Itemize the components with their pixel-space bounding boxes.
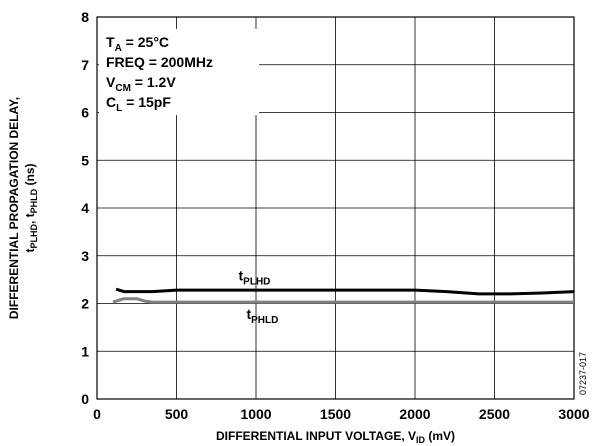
x-axis-title-unit: (mV): [425, 429, 455, 443]
x-tick-label: 0: [93, 406, 101, 422]
series-line-t-phld: [112, 297, 574, 304]
condition-main: C: [106, 94, 116, 110]
figure-id: 07237-017: [578, 352, 588, 395]
y-tick-label: 3: [81, 248, 89, 264]
x-tick-label: 500: [165, 406, 189, 422]
y-tick-label: 8: [81, 9, 89, 25]
y-tick-label: 4: [81, 200, 89, 216]
condition-sub: A: [115, 43, 122, 54]
x-tick-label: 3000: [558, 406, 589, 422]
y-tick-label: 6: [81, 105, 89, 121]
x-tick-label: 2500: [479, 406, 510, 422]
y-axis-title-line1: DIFFERENTIAL PROPAGATION DELAY,: [7, 97, 21, 319]
condition-line: CL = 15pF: [106, 94, 171, 114]
condition-line: FREQ = 200MHz: [106, 54, 213, 70]
y-axis-title-line2: tPLHD, tPHLD (ns): [23, 163, 39, 252]
condition-line: TA = 25°C: [106, 34, 169, 54]
x-tick-label: 1000: [240, 406, 271, 422]
condition-rest: = 1.2V: [131, 74, 176, 90]
y-axis-title-t1: t: [23, 249, 37, 253]
series-label-tphld: tPHLD: [246, 306, 278, 326]
x-tick-label: 2000: [399, 406, 430, 422]
series-label-main: t: [246, 306, 251, 322]
plot-frame: [96, 16, 575, 400]
series-label-sub: PLHD: [243, 277, 270, 288]
x-tick-label: 1500: [320, 406, 351, 422]
x-axis-title-main: DIFFERENTIAL INPUT VOLTAGE, V: [216, 429, 416, 443]
series-label-tplhd: tPLHD: [239, 268, 271, 288]
condition-main: T: [106, 34, 115, 50]
y-axis-title-sub2: PHLD: [29, 188, 39, 213]
series-label-sub: PHLD: [251, 315, 278, 326]
y-tick-label: 7: [81, 57, 89, 73]
series-layer: [112, 287, 575, 304]
series-line-t-plhd: [115, 287, 575, 296]
y-tick-label: 1: [81, 343, 89, 359]
x-axis-title-sub: ID: [416, 435, 426, 445]
y-tick-label: 2: [81, 296, 89, 312]
conditions-box: [99, 29, 259, 115]
condition-rest: = 15pF: [122, 94, 171, 110]
series-label-main: t: [239, 268, 244, 284]
y-axis-title: DIFFERENTIAL PROPAGATION DELAY, tPLHD, t…: [7, 97, 39, 319]
condition-line: VCM = 1.2V: [106, 74, 176, 94]
y-tick-label: 5: [81, 152, 89, 168]
condition-rest: = 25°C: [122, 34, 169, 50]
y-tick-label: 0: [81, 391, 89, 407]
condition-sub: L: [116, 103, 122, 114]
y-axis-title-unit: (ns): [23, 163, 37, 188]
x-axis-title: DIFFERENTIAL INPUT VOLTAGE, VID (mV): [216, 429, 455, 445]
condition-main: FREQ = 200MHz: [106, 54, 213, 70]
axis-ticks: 0 500 1000 1500 2000 2500 3000 0 1 2 3 4 5 6 7 8: [81, 9, 590, 422]
condition-main: V: [106, 74, 116, 90]
y-axis-title-sub1: PLHD: [29, 224, 39, 249]
y-axis-title-sep: , t: [23, 213, 37, 224]
condition-sub: CM: [115, 83, 131, 94]
